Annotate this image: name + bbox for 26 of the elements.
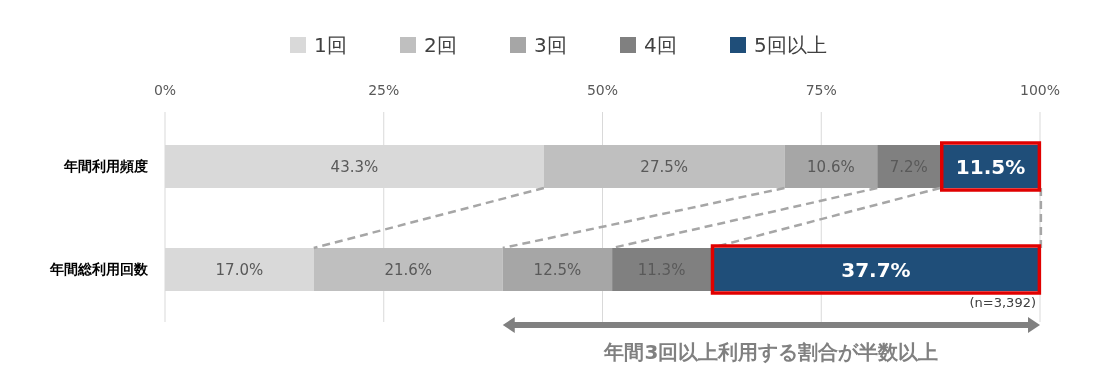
legend-label: 2回 <box>424 33 457 57</box>
legend-label: 3回 <box>534 33 567 57</box>
data-label: 10.6% <box>807 157 855 176</box>
data-label: 21.6% <box>384 260 433 279</box>
data-label: 12.5% <box>533 260 582 279</box>
annotation: (n=3,392) <box>969 294 1036 310</box>
bar <box>612 248 711 291</box>
legend-label: 4回 <box>644 33 677 57</box>
bar <box>543 145 785 188</box>
x-tick-label: 0% <box>153 81 177 98</box>
data-label: 27.5% <box>640 157 689 176</box>
data-label: 17.0% <box>215 260 264 279</box>
x-tick-label: 25% <box>368 81 400 98</box>
text: 年間3回以上利用する割合が半数以上 <box>603 340 939 364</box>
y-tick-label: 年間総利用回数 <box>49 261 149 278</box>
data-label: 37.7% <box>841 257 911 282</box>
legend-label: 1回 <box>314 33 347 57</box>
bar <box>877 145 941 188</box>
y-tick-label: 年間利用頻度 <box>63 158 148 175</box>
data-label: 11.5% <box>955 154 1026 179</box>
x-tick-label: 100% <box>1019 81 1061 98</box>
x-tick-label: 50% <box>586 81 619 98</box>
legend-label: 5回以上 <box>754 33 827 57</box>
data-label: 43.3% <box>330 157 379 176</box>
x-tick-label: 75% <box>805 81 837 98</box>
bar <box>313 248 503 291</box>
